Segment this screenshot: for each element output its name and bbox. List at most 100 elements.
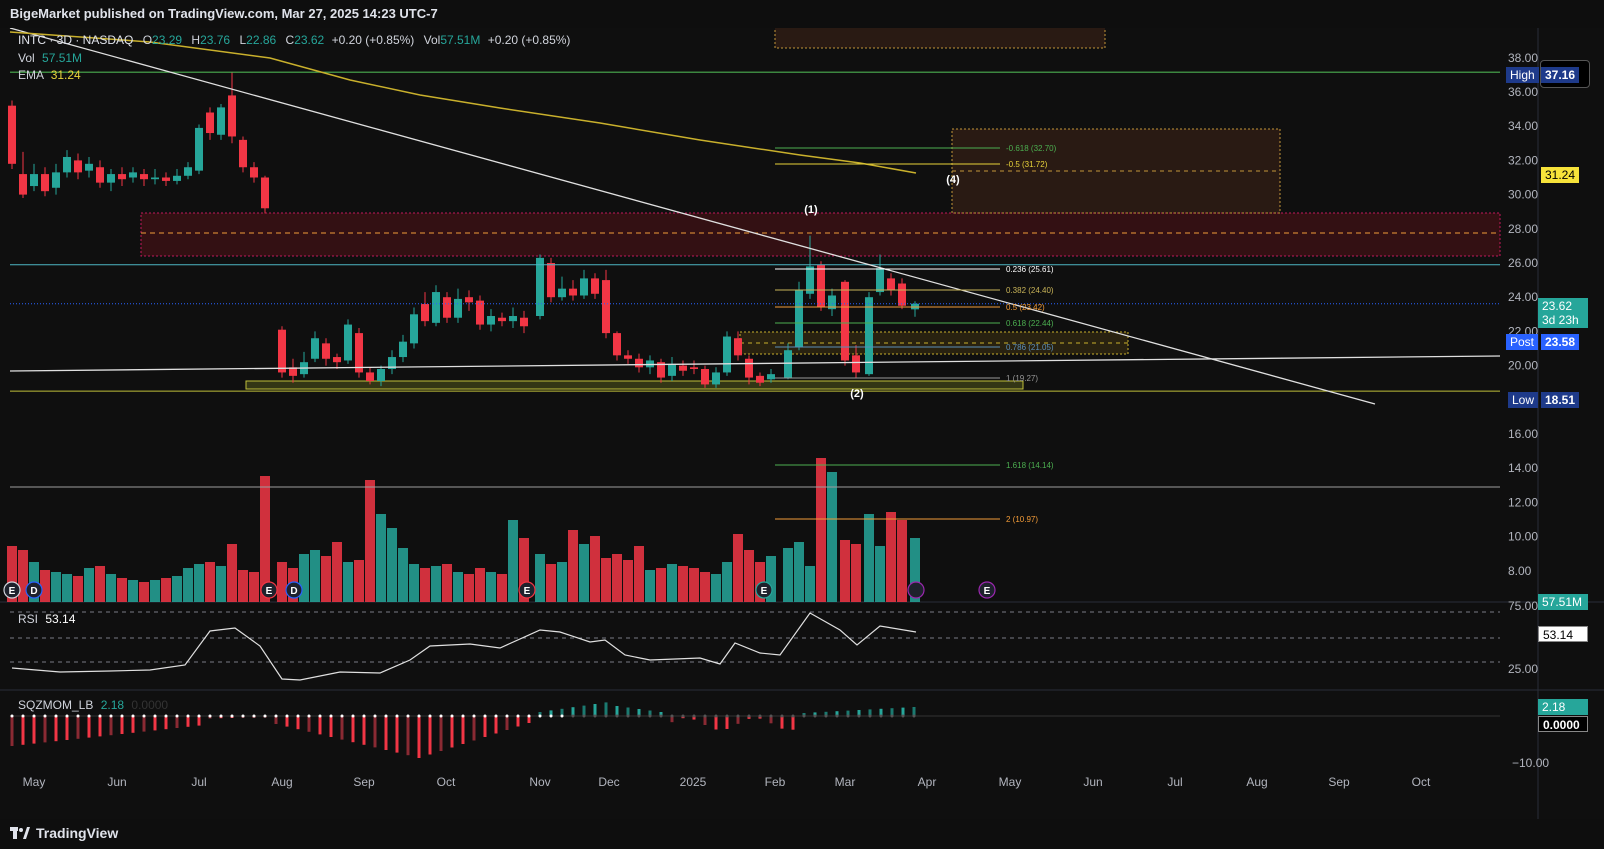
change-value: +0.20 (+0.85%) (331, 33, 415, 47)
time-tick-label: Jun (1083, 775, 1102, 789)
downtrend-line (9, 28, 1376, 405)
time-tick-label: Jun (107, 775, 126, 789)
target-zone-top (774, 28, 1106, 49)
high-value: 23.76 (200, 33, 231, 47)
sqz-dot (406, 714, 410, 718)
sqz-bar (879, 708, 883, 716)
sqz-dot (637, 714, 641, 718)
sqz-dot (736, 714, 740, 718)
sqz-tick-label: −10.00 (1512, 756, 1549, 770)
rsi-legend: RSI 53.14 (18, 612, 75, 626)
sqz-dot (527, 714, 531, 718)
candle-body (646, 360, 654, 368)
candle-body (184, 167, 192, 176)
volume-bar (310, 550, 320, 602)
candle-body (756, 375, 764, 383)
candle-body (887, 278, 895, 291)
sqz-dot (725, 714, 729, 718)
time-tick-label: Sep (353, 775, 375, 789)
event-marker-label: E (761, 586, 768, 597)
volume-bar (568, 530, 578, 602)
sqz-dot (76, 714, 80, 718)
sqz-dot (868, 714, 872, 718)
sqz-bar (637, 709, 641, 716)
ema-value: 31.24 (50, 68, 81, 82)
candle-body (443, 297, 451, 318)
sqz-bar (450, 716, 454, 748)
sqz-dot (538, 714, 542, 718)
volume-bar (18, 550, 28, 602)
event-marker-icon (260, 581, 278, 599)
volume-bar (128, 580, 138, 602)
publisher-text: BigeMarket published on TradingView.com,… (10, 6, 438, 21)
candle-body (421, 304, 429, 322)
candle-body (432, 292, 440, 323)
open-label: O (142, 33, 153, 47)
sqz-bar (626, 707, 630, 716)
sqz-bar (505, 716, 509, 730)
price-tick-label: 16.00 (1508, 427, 1538, 441)
sqz-bar (736, 716, 740, 724)
sqz-dot (142, 714, 146, 718)
candle-body (311, 338, 319, 359)
sqz-dot (98, 714, 102, 718)
candle-body (569, 288, 577, 296)
rsi-tag: 53.14 (1538, 626, 1588, 642)
sqz-bar (824, 711, 828, 716)
sqz-bar (725, 716, 729, 729)
price-tick-label: 14.00 (1508, 461, 1538, 475)
volume-bar (194, 564, 204, 602)
volume-bar (51, 572, 61, 602)
chart-area[interactable]: -0.618 (32.70) -0.5 (31.72) 0.236 (25.61) 0… (0, 28, 1604, 819)
rsi-tick-label: 75.00 (1508, 599, 1538, 613)
candle-body (85, 163, 93, 171)
candle-body (865, 297, 873, 375)
volume-bar (205, 562, 215, 602)
candle-body (52, 172, 60, 188)
sqz-dot (439, 714, 443, 718)
sqz-bar (538, 712, 542, 716)
close-value: 23.62 (294, 33, 325, 47)
tradingview-logo[interactable]: TradingView (10, 825, 118, 841)
volume-bar (139, 582, 149, 602)
sqz-bar (340, 716, 344, 740)
sqz-dot (285, 714, 289, 718)
event-marker-icon (518, 581, 536, 599)
sqz-dot (571, 714, 575, 718)
sqz-dot (219, 714, 223, 718)
post-tag-value: 23.58 (1541, 334, 1580, 350)
low-value: 22.86 (246, 33, 277, 47)
price-tick-label: 8.00 (1508, 564, 1532, 578)
sqz-dot (747, 714, 751, 718)
candle-body (399, 341, 407, 358)
volume-tag: 57.51M (1538, 594, 1588, 610)
sqz-bar (329, 716, 333, 737)
candle-body (734, 338, 742, 356)
chart-canvas[interactable]: -0.618 (32.70) -0.5 (31.72) 0.236 (25.61) 0… (0, 28, 1604, 819)
time-tick-label: Aug (271, 775, 292, 789)
candle-body (690, 367, 698, 370)
candle-body (784, 350, 792, 378)
sqz-dot (692, 714, 696, 718)
volume-bar (612, 554, 622, 602)
sqz-dot (318, 714, 322, 718)
volume-bar (733, 534, 743, 602)
open-value: 23.29 (152, 33, 183, 47)
sqz-dot (65, 714, 69, 718)
sqz-dot (120, 714, 124, 718)
price-tick-label: 36.00 (1508, 85, 1538, 99)
sqz-dot (802, 714, 806, 718)
sqz-dot (472, 714, 476, 718)
volume-bar (794, 542, 804, 602)
fib-level-label: 1 (19.27) (1006, 374, 1038, 383)
fib-level-label: 0.786 (21.05) (1006, 343, 1054, 352)
sqz-bar (21, 716, 25, 745)
sqz-dot (780, 714, 784, 718)
volume-bar (299, 554, 309, 602)
candle-body (795, 290, 803, 347)
sqz-bar (76, 716, 80, 739)
high-tag-label: High (1506, 67, 1539, 83)
vol-value-inline: 57.51M (440, 33, 481, 47)
time-tick-label: Apr (918, 775, 937, 789)
volume-bar (216, 566, 226, 602)
